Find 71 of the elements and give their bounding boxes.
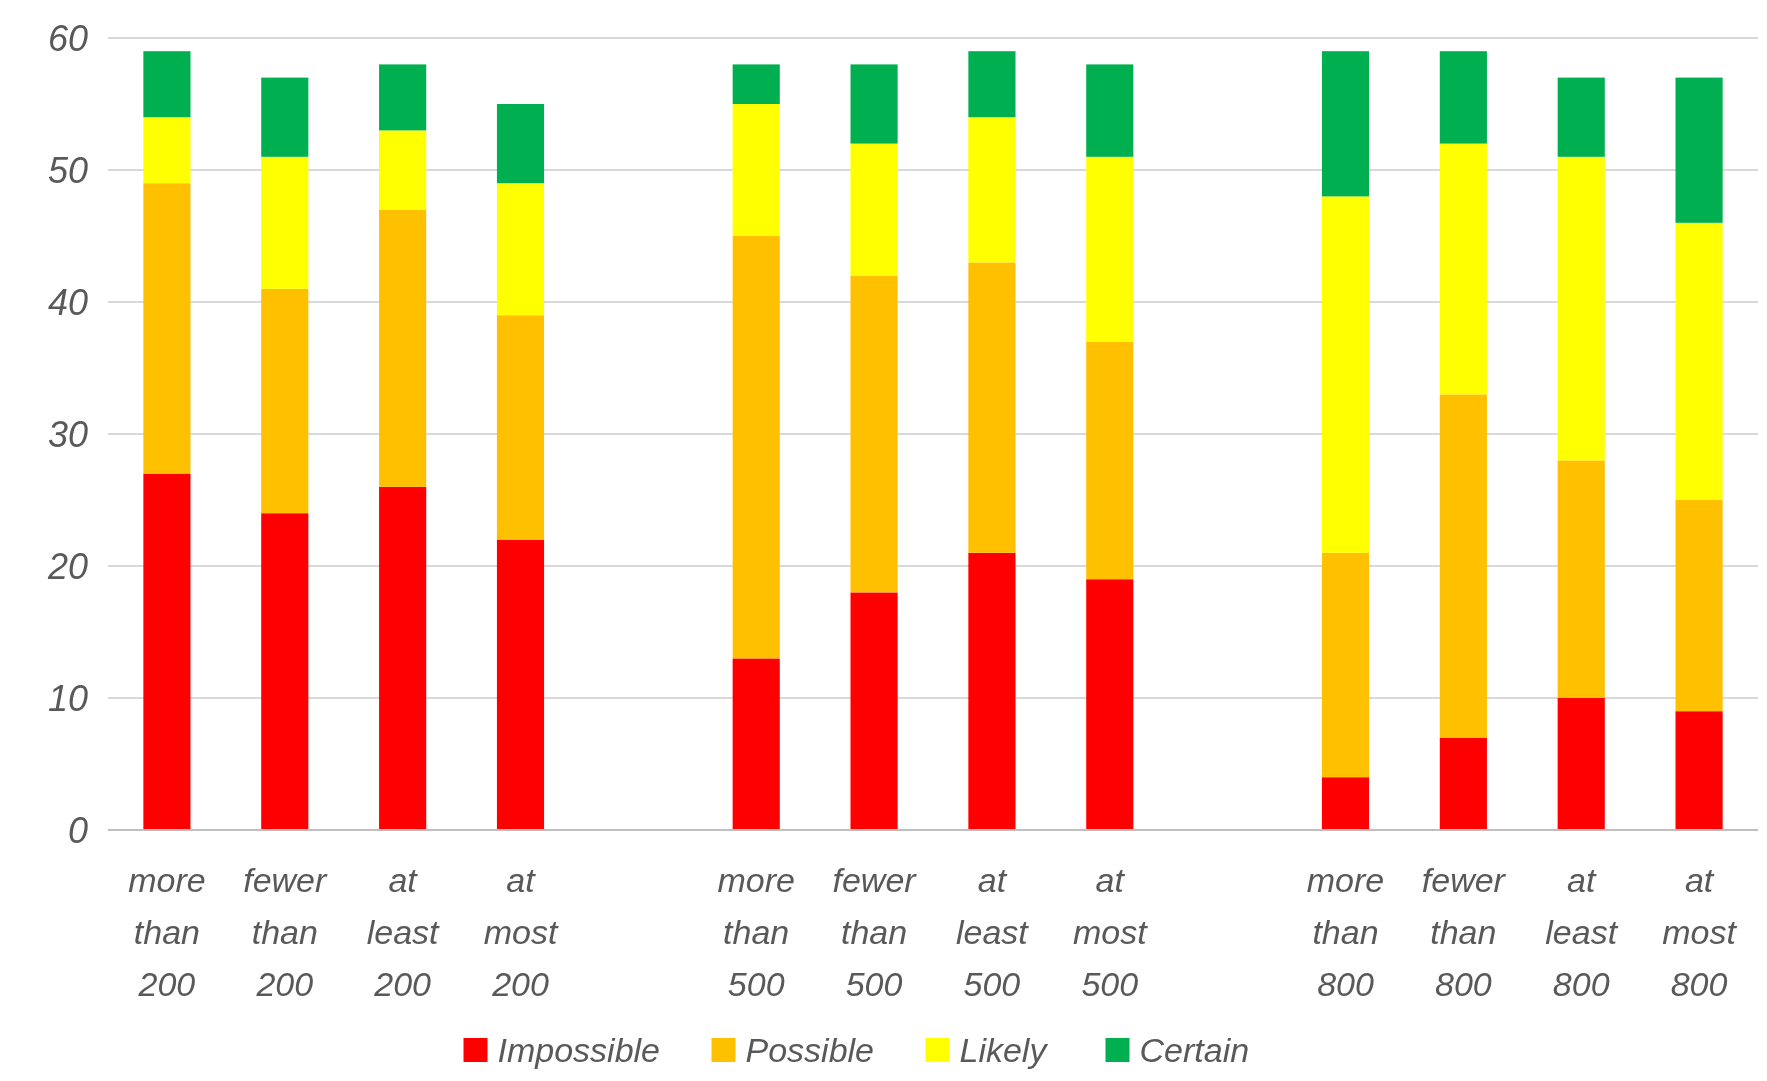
bar (496, 104, 545, 184)
bar (1557, 460, 1605, 698)
y-tick-label: 0 (67, 809, 88, 851)
bar (732, 104, 780, 236)
bar (732, 64, 780, 104)
bar (496, 315, 545, 540)
y-tick-label: 50 (47, 149, 88, 191)
x-tick-label: at most 800 (1662, 861, 1738, 1003)
legend-label: Impossible (497, 1030, 661, 1069)
x-tick-label: fewer than 500 (832, 861, 918, 1003)
x-tick-label: at most 500 (1072, 861, 1149, 1003)
bar (968, 262, 1016, 553)
bar (1557, 698, 1605, 830)
bar (1675, 500, 1723, 712)
bar (1557, 77, 1605, 157)
x-tick-label: at least 800 (1545, 861, 1619, 1003)
bar (1321, 51, 1370, 197)
legend-label: Certain (1139, 1030, 1250, 1069)
x-tick-label: at least 200 (366, 861, 441, 1003)
y-tick-label: 20 (46, 545, 88, 587)
x-tick-label: more than 500 (717, 861, 795, 1003)
bar (379, 64, 427, 131)
bar (850, 275, 898, 593)
bar (850, 143, 898, 276)
legend-label: Likely (959, 1030, 1049, 1069)
bar (1439, 394, 1487, 738)
bar (968, 51, 1016, 118)
bar (968, 552, 1016, 830)
bar (143, 473, 191, 830)
bar (379, 130, 427, 210)
x-tick-label: at most 200 (483, 861, 559, 1003)
bar (1321, 777, 1370, 830)
bar (850, 64, 898, 144)
bar (1439, 51, 1487, 144)
bar (1557, 156, 1605, 461)
bar (261, 288, 309, 514)
y-tick-label: 30 (47, 413, 88, 455)
bar (968, 117, 1016, 263)
bar (732, 236, 780, 659)
bar (1086, 156, 1134, 342)
bar (261, 156, 309, 289)
bar (1439, 143, 1487, 395)
bar (1321, 196, 1370, 553)
bar (850, 592, 898, 830)
bar (1086, 579, 1134, 830)
x-tick-label: more than 800 (1306, 861, 1385, 1003)
bar (143, 51, 191, 118)
bar (496, 183, 545, 316)
x-tick-label: fewer than 200 (243, 861, 329, 1003)
bar (261, 77, 309, 157)
legend-label: Possible (745, 1030, 875, 1069)
y-tick-label: 60 (47, 17, 88, 59)
bar (1439, 737, 1487, 830)
bar (1321, 552, 1370, 778)
bar (143, 183, 191, 474)
bar (1086, 341, 1134, 580)
x-tick-label: more than 200 (128, 861, 206, 1003)
bar (379, 486, 427, 830)
bar (1675, 77, 1723, 223)
x-tick-label: fewer than 800 (1421, 861, 1507, 1003)
bar (261, 513, 309, 830)
bar (496, 539, 545, 830)
bar (379, 209, 427, 487)
y-tick-label: 10 (47, 677, 88, 719)
x-tick-label: at least 500 (956, 861, 1030, 1003)
y-tick-label: 40 (47, 281, 88, 323)
bar (143, 117, 191, 184)
bar (1086, 64, 1134, 157)
bar (1675, 711, 1723, 830)
bar (732, 658, 780, 830)
bar (1675, 222, 1723, 500)
